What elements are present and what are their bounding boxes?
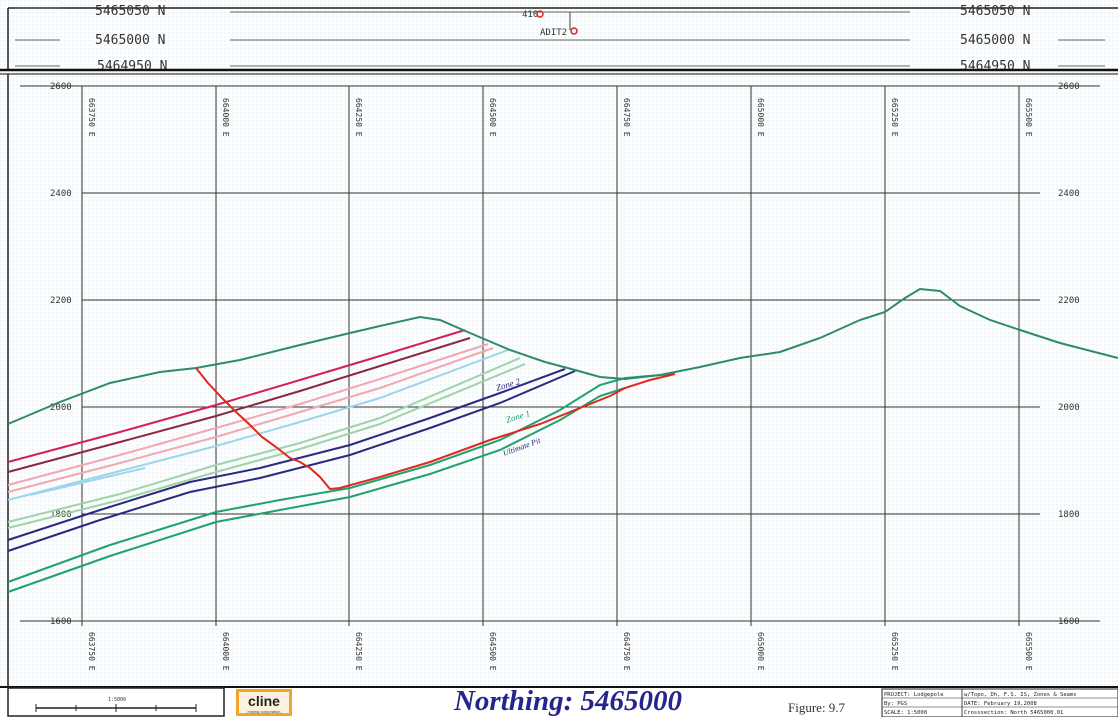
zone-2-lower-line (7, 370, 576, 552)
section-title: Northing: 5465000 (453, 685, 682, 717)
elevation-label: 2000 (50, 403, 72, 413)
seam-lines (7, 329, 526, 529)
scale-bar-box (7, 687, 225, 717)
scale-bar-label: 1:5000 (108, 697, 126, 703)
easting-label: 665000 E (756, 632, 765, 671)
easting-label: 665500 E (1024, 98, 1033, 137)
elevation-label: 2400 (50, 189, 72, 199)
easting-labels-bottom: 663750 E 664000 E 664250 E 664500 E 6647… (87, 632, 1033, 671)
northing-label-left-2: 5465000 N (95, 33, 165, 48)
elevation-label: 2200 (1058, 296, 1080, 306)
zone-1-upper-line (7, 373, 674, 583)
easting-label: 665500 E (1024, 632, 1033, 671)
topography-line (7, 287, 1118, 425)
easting-label: 665250 E (890, 98, 899, 137)
elevation-labels-right: 2600 2400 2200 2000 1800 1600 (1058, 82, 1080, 627)
adit-marker-icon (570, 27, 578, 35)
seam-line-lightgreen-2 (7, 363, 526, 529)
easting-label: 664500 E (488, 632, 497, 671)
elevation-label: 2600 (50, 82, 72, 92)
drillhole-marker-icon (536, 10, 544, 18)
title-block-by: By: PGS (884, 701, 907, 707)
title-block-date: DATE: February 19,2008 (964, 701, 1037, 707)
seam-line-pink-1 (7, 343, 489, 486)
seam-line-maroon (7, 337, 471, 473)
easting-label: 664500 E (488, 98, 497, 137)
easting-label: 665000 E (756, 98, 765, 137)
seam-line-magenta (7, 329, 466, 463)
cline-logo-text: cline (248, 693, 280, 709)
elevation-label: 1800 (1058, 510, 1080, 520)
adit-marker-label: ADIT2 (540, 28, 567, 38)
easting-label: 664250 E (354, 98, 363, 137)
elevation-label: 1600 (1058, 617, 1080, 627)
northing-label-left-1: 5465050 N (95, 4, 165, 19)
easting-label: 664250 E (354, 632, 363, 671)
seam-line-pink-2 (7, 347, 494, 493)
easting-label: 664750 E (622, 98, 631, 137)
northing-label-right-2: 5465000 N (960, 33, 1030, 48)
easting-label: 663750 E (87, 632, 96, 671)
seam-line-lightblue-2 (29, 467, 146, 496)
footer-strip: 1:5000 cline mining corporation Northing… (0, 685, 1118, 718)
seam-line-lightgreen (7, 357, 521, 523)
easting-grid (81, 86, 1020, 626)
cline-logo-subtext: mining corporation (248, 709, 281, 714)
title-block-description: w/Topo, Dh, F.S. IS, Zones & Seams (964, 692, 1077, 698)
title-block-project: PROJECT: Lodgepole (884, 692, 944, 698)
easting-label: 664000 E (221, 632, 230, 671)
plan-view-strip: 5465050 N 5465000 N 5464950 N 5465050 N … (0, 0, 1118, 74)
easting-label: 664750 E (622, 632, 631, 671)
easting-label: 663750 E (87, 98, 96, 137)
ultimate-pit-line (195, 367, 676, 491)
northing-label-right-1: 5465050 N (960, 4, 1030, 19)
title-block-section: Crosssection: North 5465000.01 (964, 710, 1063, 716)
title-block-scale: SCALE: 1:5000 (884, 710, 927, 716)
elevation-label: 2000 (1058, 403, 1080, 413)
drillhole-marker-label: 410 (522, 10, 538, 20)
elevation-label: 1600 (50, 617, 72, 627)
easting-label: 664000 E (221, 98, 230, 137)
easting-label: 665250 E (890, 632, 899, 671)
elevation-label: 2400 (1058, 189, 1080, 199)
easting-labels-top: 663750 E 664000 E 664250 E 664500 E 6647… (87, 98, 1033, 137)
zone-2-lines (7, 368, 576, 552)
elevation-label: 2600 (1058, 82, 1080, 92)
elevation-label: 2200 (50, 296, 72, 306)
zone-2-upper-line (7, 368, 566, 541)
elevation-grid (20, 85, 1100, 622)
figure-label: Figure: 9.7 (788, 700, 846, 715)
